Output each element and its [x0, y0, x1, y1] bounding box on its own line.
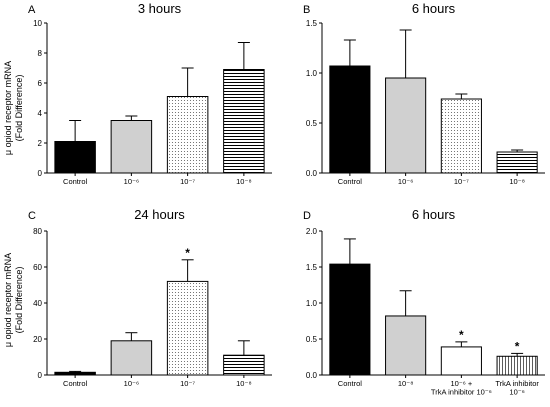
panel-c-letter: C [28, 210, 36, 222]
panel-b-title: 6 hours [412, 1, 456, 16]
panel-a-bar [223, 69, 265, 174]
panel-a-bar [166, 96, 209, 174]
panel-b-ytick-label: 1.0 [306, 69, 318, 78]
y-axis-label-top-line2: (Fold Difference) [14, 75, 24, 142]
panel-c-ytick-label: 80 [33, 227, 42, 236]
panel-b-bar [440, 98, 482, 174]
panel-a-ytick-label: 6 [38, 79, 43, 88]
panel-d-ytick-label: 2.0 [306, 227, 318, 236]
y-axis-label-top-line1: μ opiod receptor mRNA [3, 61, 13, 155]
panel-a-ytick-label: 8 [38, 49, 43, 58]
panel-a-bar [54, 141, 96, 174]
y-axis-label-bottom-line1: μ opiod receptor mRNA [3, 253, 13, 347]
panel-c-category-label: Control [63, 379, 88, 388]
panel-d: D 6 hours 0.0 0.5 1.0 1.5 2.0 Control 10⁻⁸ * 10⁻⁶ … [303, 207, 545, 397]
panel-b-bar [385, 77, 427, 174]
panel-c-significance-star: * [185, 246, 190, 260]
panel-d-letter: D [303, 210, 311, 222]
panel-c-ytick-label: 0 [38, 371, 43, 380]
panel-b-category-label: 10⁻⁷ [454, 177, 469, 186]
panel-d-bar [496, 355, 538, 376]
panel-c: C 24 hours 0 20 40 60 80 Control 10⁻⁶ * 10⁻⁷ 10⁻⁸ [28, 207, 272, 388]
panel-c-ytick-label: 60 [33, 263, 42, 272]
panel-d-ytick-label: 0.5 [306, 335, 318, 344]
panel-b-category-label: 10⁻⁶ [398, 177, 413, 186]
panel-b-bar [329, 65, 371, 174]
panel-c-bar [54, 371, 96, 376]
panel-a-category-label: 10⁻⁷ [180, 177, 195, 186]
panel-a-letter: A [28, 4, 36, 16]
panel-b-category-label: 10⁻⁸ [509, 177, 524, 186]
panel-c-category-label: 10⁻⁸ [236, 379, 251, 388]
panel-d-significance-star: * [515, 339, 520, 353]
panel-a-ytick-label: 2 [38, 139, 43, 148]
panel-a-ytick-label: 4 [38, 109, 43, 118]
panel-b-ytick-label: 0.0 [306, 169, 318, 178]
panel-a-category-label: 10⁻⁶ [124, 177, 139, 186]
panel-d-category-label: Control [338, 379, 363, 388]
panel-b-category-label: Control [338, 177, 363, 186]
panel-c-title: 24 hours [134, 207, 185, 222]
panel-c-ytick-label: 20 [33, 335, 42, 344]
panel-c-bar [166, 280, 209, 376]
panel-b-bar [496, 151, 538, 174]
y-axis-label-bottom-line2: (Fold Difference) [14, 267, 24, 334]
panel-b: B 6 hours 0.0 0.5 1.0 1.5 Control 10⁻⁶ 10⁻⁷ 10⁻⁸ [303, 1, 545, 186]
panel-b-letter: B [303, 4, 310, 16]
panel-d-category-label: 10⁻⁸ [398, 379, 413, 388]
panel-b-ytick-label: 0.5 [306, 119, 318, 128]
panel-c-category-label: 10⁻⁶ [124, 379, 139, 388]
panel-d-title: 6 hours [412, 207, 456, 222]
panel-d-category-label: TrkA inhibitor [495, 379, 539, 388]
panel-a-ytick-label: 0 [38, 169, 43, 178]
panel-d-bar [329, 263, 371, 376]
panel-a-ytick-label: 10 [33, 19, 42, 28]
panel-d-category-label: 10⁻⁶ [509, 388, 524, 397]
panel-c-bar [223, 354, 265, 376]
panel-c-bar [110, 340, 153, 376]
panel-a: A 3 hours 0 2 4 6 8 10 Control 10⁻⁶ 10⁻⁷ 10⁻⁸ [28, 1, 272, 186]
panel-d-bar [440, 346, 482, 376]
panel-d-ytick-label: 1.0 [306, 299, 318, 308]
panel-d-significance-star: * [459, 328, 464, 342]
panel-c-ytick-label: 40 [33, 299, 42, 308]
panel-d-category-label: 10⁻⁶ + [450, 379, 472, 388]
panel-a-bar [110, 120, 153, 174]
panel-d-category-label: TrkA inhibitor 10⁻⁶ [431, 388, 492, 397]
panel-d-ytick-label: 0.0 [306, 371, 318, 380]
panel-d-bar [385, 315, 427, 376]
panel-b-ytick-label: 1.5 [306, 19, 318, 28]
panel-a-title: 3 hours [138, 1, 182, 16]
panel-d-ytick-label: 1.5 [306, 263, 318, 272]
panel-a-category-label: 10⁻⁸ [236, 177, 251, 186]
panel-a-category-label: Control [63, 177, 88, 186]
panel-c-category-label: 10⁻⁷ [180, 379, 195, 388]
